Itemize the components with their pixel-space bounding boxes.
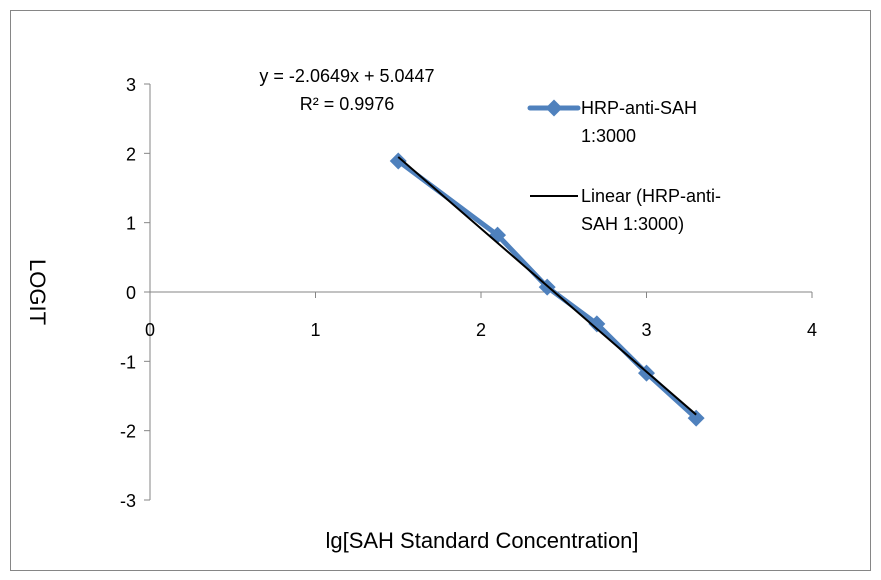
legend-item-trendline: Linear (HRP-anti- SAH 1:3000) [530, 186, 721, 234]
x-tick-label: 1 [310, 320, 320, 340]
y-axis-title: LOGIT [25, 259, 50, 325]
x-tick-label: 3 [641, 320, 651, 340]
x-axis-title: lg[SAH Standard Concentration] [325, 528, 638, 553]
series-line [395, 158, 699, 421]
series-layer [389, 152, 705, 427]
r-squared-text: R² = 0.9976 [300, 94, 395, 114]
y-tick-label: -3 [120, 491, 136, 511]
legend-series-label-line2: 1:3000 [581, 126, 636, 146]
y-tick-label: 1 [126, 214, 136, 234]
chart-frame [10, 10, 871, 571]
data-point-marker [687, 409, 705, 427]
y-ticks: -3 -2 -1 0 1 2 3 [120, 75, 150, 511]
legend-series-label-line1: HRP-anti-SAH [581, 98, 697, 118]
legend-series-swatch-marker [545, 99, 563, 117]
equation-text: y = -2.0649x + 5.0447 [259, 66, 434, 86]
data-point-marker [389, 152, 407, 170]
legend-trendline-label-line2: SAH 1:3000) [581, 214, 684, 234]
y-tick-label: 0 [126, 283, 136, 303]
y-tick-label: 2 [126, 144, 136, 164]
data-point-marker [588, 315, 606, 333]
legend-trendline-label-line1: Linear (HRP-anti- [581, 186, 721, 206]
y-tick-label: 3 [126, 75, 136, 95]
x-tick-label: 0 [145, 320, 155, 340]
x-ticks: 0 1 2 3 4 [145, 292, 817, 340]
y-tick-label: -2 [120, 422, 136, 442]
x-tick-label: 4 [807, 320, 817, 340]
equation-annotation: y = -2.0649x + 5.0447 R² = 0.9976 [259, 66, 434, 114]
trendline [397, 156, 697, 416]
x-tick-label: 2 [476, 320, 486, 340]
legend: HRP-anti-SAH 1:3000 Linear (HRP-anti- SA… [527, 98, 721, 234]
y-tick-label: -1 [120, 352, 136, 372]
legend-item-series: HRP-anti-SAH 1:3000 [527, 98, 697, 146]
